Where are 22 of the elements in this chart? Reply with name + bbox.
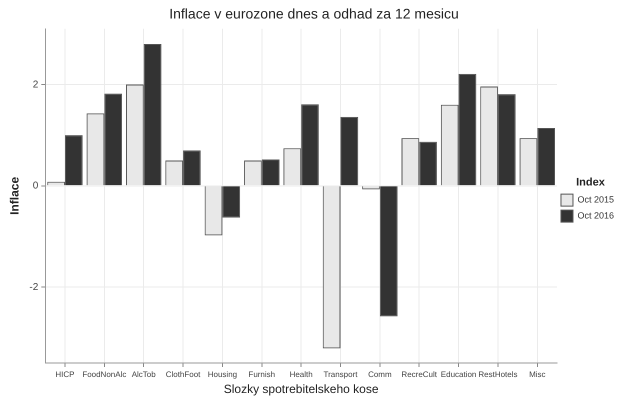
x-tick-label: Education — [440, 370, 476, 380]
x-tick-label: ClothFoot — [166, 370, 202, 380]
x-tick-label: Transport — [324, 370, 358, 380]
chart-title: Inflace v eurozone dnes a odhad za 12 mesicu — [169, 5, 459, 22]
x-tick-label: FoodNonAlc — [82, 370, 126, 380]
x-tick-label: Comm — [368, 370, 392, 380]
y-tick-label: 2 — [32, 79, 39, 90]
x-tick-label: HICP — [55, 370, 75, 380]
y-tick-label: 0 — [32, 180, 39, 192]
x-tick-label: RestHotels — [478, 370, 518, 380]
x-tick-label: RecreCult — [401, 370, 438, 380]
x-tick-label: AlcTob — [132, 370, 156, 380]
legend-label: Oct 2016 — [577, 210, 614, 221]
y-axis-title: Inflace — [8, 176, 22, 215]
x-tick-label: Misc — [529, 370, 546, 380]
x-axis-title: Slozky spotrebitelskeho kose — [224, 382, 379, 396]
legend-label: Oct 2015 — [577, 194, 614, 205]
legend-title: Index — [576, 176, 606, 188]
x-tick-label: Housing — [208, 370, 238, 380]
x-tick-label: Health — [290, 370, 313, 380]
y-tick-label: -2 — [29, 282, 39, 293]
x-tick-label: Furnish — [248, 370, 276, 380]
